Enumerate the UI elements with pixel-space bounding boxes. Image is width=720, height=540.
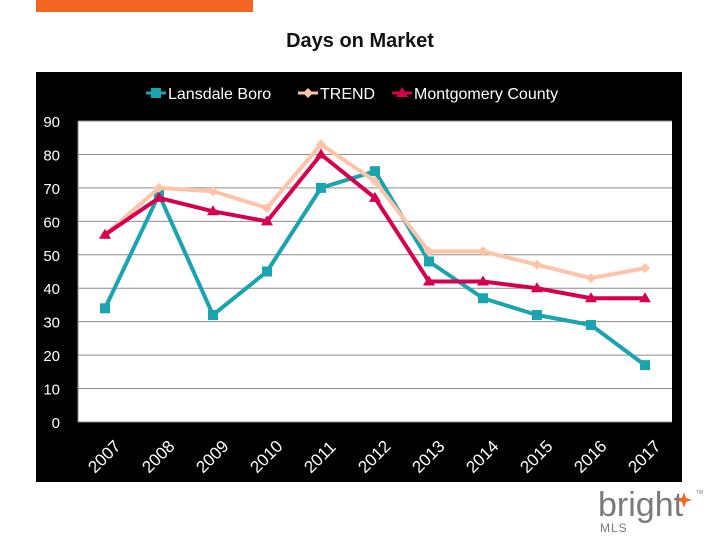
y-tick-label: 40 [43,281,60,298]
logo-sparkle-icon [676,492,692,508]
y-tick-label: 70 [43,181,60,198]
data-point [208,309,218,320]
series-layer [99,139,651,371]
data-point [586,273,596,284]
x-tick-label: 2009 [192,437,232,477]
y-tick-label: 30 [43,315,60,332]
data-point [532,259,542,270]
x-tick-label: 2010 [246,437,286,477]
legend-item: TREND [298,86,375,103]
data-point [585,292,597,303]
data-point [370,166,380,177]
data-point [640,263,650,274]
legend: Lansdale Boro TREND Montgomery County [146,86,558,103]
data-point [370,176,380,187]
bright-mls-logo: bright TM MLS [598,486,703,535]
y-tick-label: 80 [43,147,60,164]
data-point [261,215,273,226]
line-chart: Lansdale Boro TREND Montgomery County 0 10 2… [43,86,672,477]
data-point [396,87,408,97]
legend-item: Lansdale Boro [146,86,271,103]
data-point [477,275,489,286]
data-point [478,293,488,304]
data-point [531,282,543,293]
legend-item: Montgomery County [392,86,558,103]
data-point [316,139,326,150]
data-point [303,88,313,98]
data-point [639,292,651,303]
legend-label: TREND [320,86,375,103]
y-tick-label: 10 [43,382,60,399]
logo-subtitle: MLS [600,521,628,535]
x-tick-label: 2011 [300,438,339,477]
legend-label: Montgomery County [414,86,558,103]
brand-accent-bar [36,0,253,12]
data-point [100,303,110,314]
x-tick-label: 2008 [138,437,178,477]
plot-area [78,121,672,422]
data-point [424,256,434,267]
series-montgomery-county [99,148,651,303]
y-axis-ticks: 0 10 20 30 40 50 60 70 80 90 [43,114,60,432]
grid-lines [77,120,672,423]
data-point [262,266,272,277]
data-point [262,202,272,213]
legend-label: Lansdale Boro [168,86,271,103]
data-point [369,191,381,202]
data-point [151,88,161,98]
x-tick-label: 2007 [84,437,124,477]
data-point [315,148,327,159]
data-point [316,182,326,193]
x-tick-label: 2017 [624,437,664,477]
y-tick-label: 50 [43,248,60,265]
data-point [586,320,596,331]
data-point [208,186,218,197]
y-tick-label: 20 [43,348,60,365]
data-point [478,246,488,257]
chart-panel: Lansdale Boro TREND Montgomery County 0 10 2… [36,72,682,482]
y-tick-label: 90 [43,114,60,131]
x-tick-label: 2013 [408,437,448,477]
x-tick-label: 2015 [516,437,556,477]
y-tick-label: 60 [43,214,60,231]
x-axis-ticks: 2007 2008 2009 2010 2011 2012 2013 2014 2015 2016… [84,437,664,477]
data-point [207,205,219,216]
data-point [153,191,165,202]
data-point [99,228,111,239]
data-point [532,309,542,320]
data-point [640,360,650,371]
y-tick-label: 0 [52,415,60,432]
data-point [154,182,164,193]
data-point [423,275,435,286]
x-tick-label: 2016 [570,437,610,477]
logo-trademark: TM [696,490,703,496]
chart-title: Days on Market [286,30,434,52]
data-point [424,246,434,257]
x-tick-label: 2012 [354,437,394,477]
x-tick-label: 2014 [462,437,502,477]
logo-wordmark: bright [598,486,684,524]
